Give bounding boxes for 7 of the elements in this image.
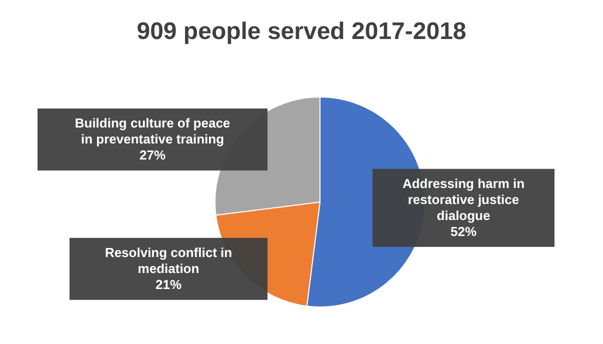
data-label: 21% (155, 276, 182, 292)
slice-label: Resolving conflict in mediation (104, 244, 232, 276)
slice-label: Building culture of peace in preventative training (74, 116, 230, 147)
slice-label: Addressing harm in restorative justice dialogue (402, 176, 525, 223)
data-label: 52% (450, 224, 477, 239)
chart-title: 909 people served 2017-2018 (136, 18, 466, 45)
data-label: 27% (139, 148, 166, 163)
